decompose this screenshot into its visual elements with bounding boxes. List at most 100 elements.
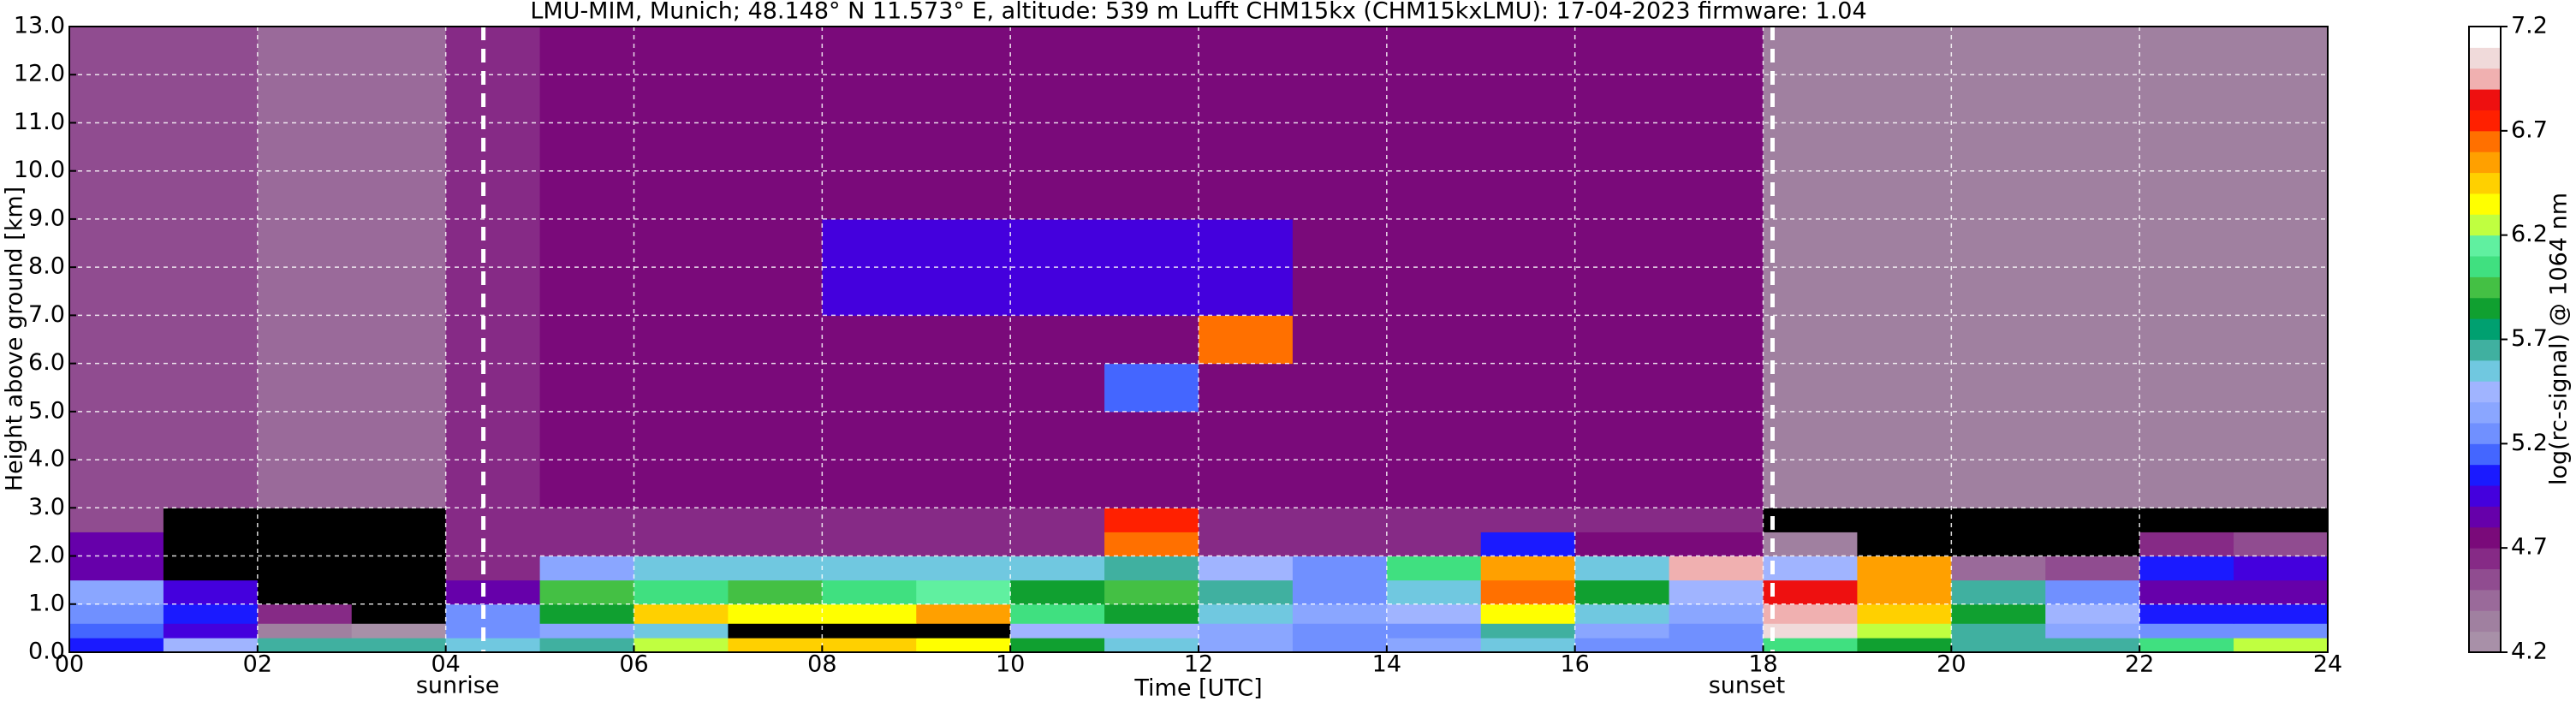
heatmap-cell [2234,508,2329,532]
heatmap-cell [1386,508,1482,532]
y-tick-label: 10.0 [14,157,65,183]
heatmap-cell [1951,363,2046,413]
heatmap-cell [2139,638,2234,653]
heatmap-cell [69,363,164,413]
heatmap-cell [1386,411,1482,460]
heatmap-cell [634,579,729,605]
y-tick-label: 8.0 [28,253,65,280]
heatmap-cell [539,638,634,653]
heatmap-cell [1104,532,1199,557]
heatmap-cell [2234,460,2329,508]
heatmap-cell [916,556,1011,581]
heatmap-cell [1199,460,1294,508]
heatmap-cell [1292,508,1388,532]
heatmap-cell [1292,315,1388,365]
heatmap-cell [1574,532,1670,557]
heatmap-cell [2139,363,2234,413]
heatmap-cell [634,315,729,365]
colorbar-segment [2469,68,2501,90]
heatmap-cell [1951,532,2046,557]
heatmap-cell [163,460,259,508]
y-tick-label: 0.0 [28,639,65,665]
heatmap-cell [1763,532,1858,557]
heatmap-cell [2045,603,2140,624]
heatmap-cell [1480,411,1576,460]
heatmap-cell [822,603,917,624]
heatmap-cell [634,603,729,624]
heatmap-cell [1386,579,1482,605]
heatmap-cell [69,532,164,557]
heatmap-cell [1574,603,1670,624]
heatmap-cell [634,638,729,653]
heatmap-cell [351,638,447,653]
heatmap-cell [69,579,164,605]
heatmap-cell [1292,411,1388,460]
heatmap-cell [1951,623,2046,639]
heatmap-cell [1199,579,1294,605]
heatmap-cell [445,638,541,653]
annotation-label: sunrise [416,673,500,699]
heatmap-cell [257,556,353,581]
heatmap-cell [1386,532,1482,557]
heatmap-cell [1574,638,1670,653]
heatmap-cell [445,623,541,639]
heatmap-cell [1951,579,2046,605]
heatmap-cell [1669,460,1764,508]
colorbar-label: log(rc-signal) @ 1064 nm [2546,193,2573,485]
heatmap-cell [539,508,634,532]
heatmap-cell [1480,556,1576,581]
colorbar-segment [2469,276,2501,299]
heatmap-cell [916,460,1011,508]
heatmap-cell [445,411,541,460]
heatmap-cell [163,638,259,653]
heatmap-cell [1199,411,1294,460]
heatmap-cell [1763,556,1858,581]
heatmap-cell [1763,508,1858,532]
heatmap-cell [1386,556,1482,581]
heatmap-cell [1951,556,2046,581]
x-tick-label: 18 [1748,651,1777,678]
colorbar-segment [2469,172,2501,194]
heatmap-cell [257,603,353,624]
heatmap-cell [351,532,447,557]
heatmap-cell [728,363,823,413]
colorbar-segment [2469,568,2501,591]
heatmap-cell [2234,315,2329,365]
heatmap-cell [539,603,634,624]
colorbar-segment [2469,130,2501,152]
heatmap-cell [257,638,353,653]
heatmap-cell [1010,315,1105,365]
heatmap-cell [1857,603,1952,624]
heatmap-cell [2234,411,2329,460]
heatmap-cell [1574,623,1670,639]
heatmap-cell [2045,363,2140,413]
heatmap-cell [728,315,823,365]
heatmap-cell [728,579,823,605]
heatmap-cell [2139,556,2234,581]
heatmap-cell [539,363,634,413]
heatmap-cell [634,623,729,639]
heatmap-cell [257,579,353,605]
heatmap-cell [634,363,729,413]
x-tick-label: 24 [2313,651,2342,678]
x-tick-label: 12 [1184,651,1213,678]
heatmap-cell [1763,460,1858,508]
heatmap-cell [1763,623,1858,639]
x-tick-label: 00 [55,651,84,678]
heatmap-cell [351,411,447,460]
heatmap-cell [634,532,729,557]
heatmap-cell [728,638,823,653]
heatmap-cell [2139,579,2234,605]
plot-frame [68,26,2329,653]
heatmap-cell [634,508,729,532]
heatmap-cell [1951,411,2046,460]
colorbar-segment [2469,214,2501,236]
heatmap-cell [1857,363,1952,413]
y-tick-label: 5.0 [28,397,65,424]
heatmap-cell [2234,556,2329,581]
heatmap-cell [1199,623,1294,639]
heatmap-cell [1292,556,1388,581]
x-tick-label: 08 [807,651,836,678]
heatmap-cell [1574,315,1670,365]
heatmap-cell [1857,315,1952,365]
